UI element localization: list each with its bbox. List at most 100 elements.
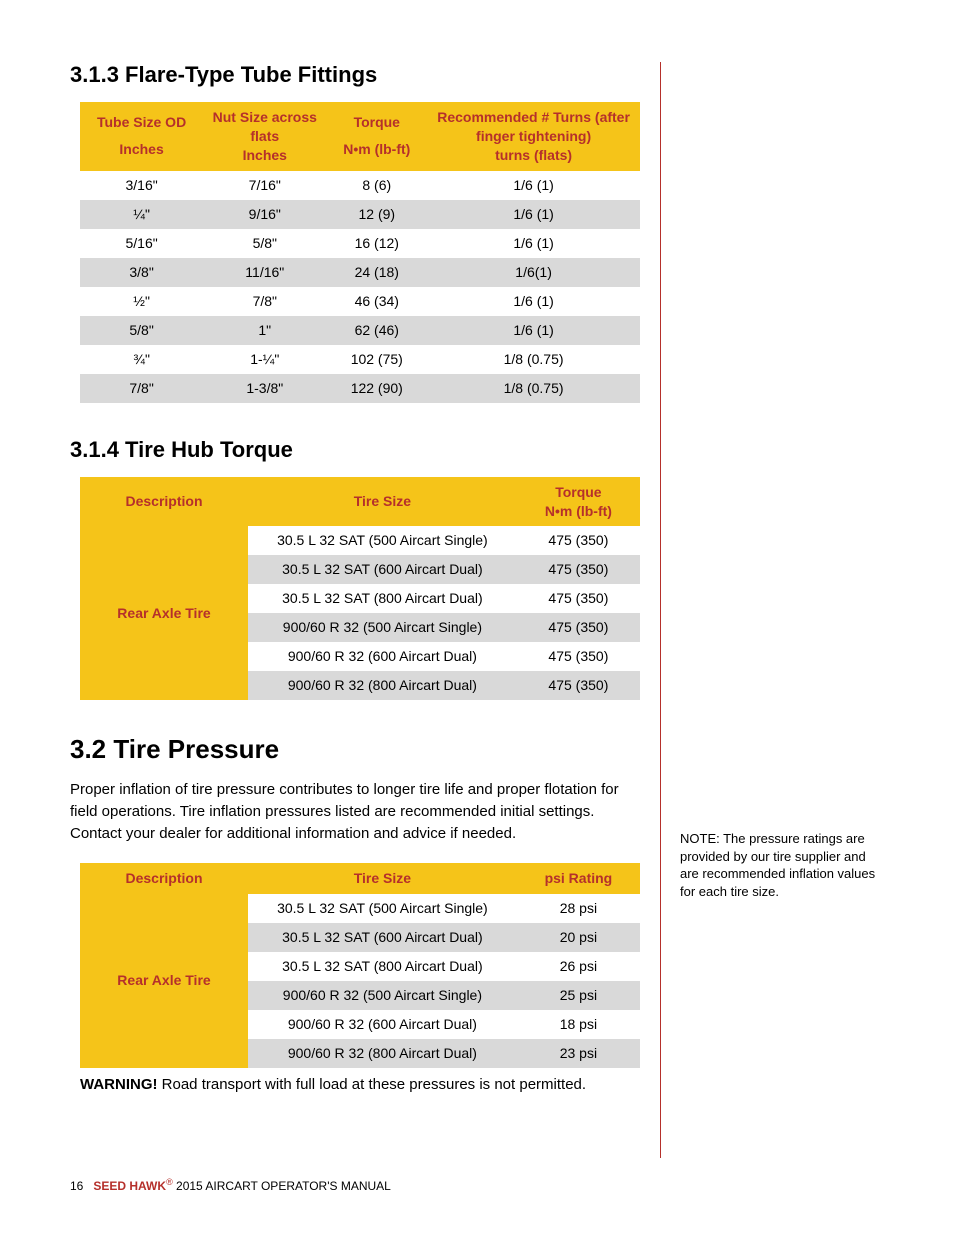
table-cell: 102 (75) — [326, 345, 427, 374]
heading-313: 3.1.3 Flare-Type Tube Fittings — [70, 62, 660, 88]
section-tire-pressure: 3.2 Tire Pressure Proper inflation of ti… — [70, 734, 660, 1094]
col-nut-size: Nut Size across flats Inches — [203, 102, 326, 171]
col-psi: psi Rating — [517, 863, 640, 894]
warning-text: WARNING! Road transport with full load a… — [80, 1074, 640, 1095]
row-header: Rear Axle Tire — [80, 894, 248, 1068]
table-cell: 1/8 (0.75) — [427, 345, 640, 374]
table-cell: 26 psi — [517, 952, 640, 981]
heading-32: 3.2 Tire Pressure — [70, 734, 660, 765]
table-cell: 5/16" — [80, 229, 203, 258]
heading-314: 3.1.4 Tire Hub Torque — [70, 437, 660, 463]
table-cell: 11/16" — [203, 258, 326, 287]
table-cell: 30.5 L 32 SAT (600 Aircart Dual) — [248, 923, 517, 952]
section-flare-type: 3.1.3 Flare-Type Tube Fittings Tube Size… — [70, 62, 660, 403]
table-cell: 30.5 L 32 SAT (800 Aircart Dual) — [248, 952, 517, 981]
table-cell: 900/60 R 32 (600 Aircart Dual) — [248, 642, 517, 671]
col-tire-size: Tire Size — [248, 863, 517, 894]
table-cell: 30.5 L 32 SAT (500 Aircart Single) — [248, 526, 517, 555]
table-row: 3/8"11/16"24 (18)1/6(1) — [80, 258, 640, 287]
col-tube-size: Tube Size OD Inches — [80, 102, 203, 171]
table-cell: ½" — [80, 287, 203, 316]
table-cell: 25 psi — [517, 981, 640, 1010]
table-tire-pressure: Description Tire Size psi Rating Rear Ax… — [80, 863, 640, 1068]
table-cell: ¾" — [80, 345, 203, 374]
table-row: 5/8"1"62 (46)1/6 (1) — [80, 316, 640, 345]
reg-mark: ® — [166, 1177, 173, 1187]
table-cell: ¼" — [80, 200, 203, 229]
table-cell: 900/60 R 32 (500 Aircart Single) — [248, 981, 517, 1010]
row-header: Rear Axle Tire — [80, 526, 248, 700]
table-cell: 122 (90) — [326, 374, 427, 403]
warning-body: Road transport with full load at these p… — [158, 1076, 587, 1093]
table-cell: 20 psi — [517, 923, 640, 952]
table-cell: 475 (350) — [517, 613, 640, 642]
side-note: NOTE: The pressure ratings are provided … — [680, 830, 880, 900]
col-description: Description — [80, 863, 248, 894]
table-cell: 475 (350) — [517, 671, 640, 700]
table-row: 5/16"5/8"16 (12)1/6 (1) — [80, 229, 640, 258]
page: 3.1.3 Flare-Type Tube Fittings Tube Size… — [0, 0, 954, 1235]
warning-label: WARNING! — [80, 1076, 158, 1093]
table-cell: 475 (350) — [517, 526, 640, 555]
table-cell: 8 (6) — [326, 171, 427, 200]
table-cell: 7/16" — [203, 171, 326, 200]
table-cell: 1/6 (1) — [427, 287, 640, 316]
main-column: 3.1.3 Flare-Type Tube Fittings Tube Size… — [70, 62, 660, 1095]
manual-title: 2015 AIRCART OPERATOR'S MANUAL — [173, 1179, 391, 1193]
col-turns: Recommended # Turns (after finger tighte… — [427, 102, 640, 171]
col-description: Description — [80, 477, 248, 527]
table-cell: 475 (350) — [517, 584, 640, 613]
brand: SEED HAWK — [93, 1179, 166, 1193]
table-cell: 30.5 L 32 SAT (600 Aircart Dual) — [248, 555, 517, 584]
table-row: ½"7/8"46 (34)1/6 (1) — [80, 287, 640, 316]
table-cell: 1/8 (0.75) — [427, 374, 640, 403]
table-row: 7/8"1-3/8"122 (90)1/8 (0.75) — [80, 374, 640, 403]
table-head: Tube Size OD Inches Nut Size across flat… — [80, 102, 640, 171]
vertical-divider — [660, 62, 661, 1158]
table-row: ¼"9/16"12 (9)1/6 (1) — [80, 200, 640, 229]
table-cell: 1/6 (1) — [427, 171, 640, 200]
table-row: ¾"1-¼"102 (75)1/8 (0.75) — [80, 345, 640, 374]
table-cell: 900/60 R 32 (500 Aircart Single) — [248, 613, 517, 642]
table-head: Description Tire Size Torque N•m (lb-ft) — [80, 477, 640, 527]
table-cell: 3/8" — [80, 258, 203, 287]
table-cell: 9/16" — [203, 200, 326, 229]
table-cell: 12 (9) — [326, 200, 427, 229]
col-tire-size: Tire Size — [248, 477, 517, 527]
table-cell: 30.5 L 32 SAT (800 Aircart Dual) — [248, 584, 517, 613]
table-cell: 24 (18) — [326, 258, 427, 287]
table-flare-type: Tube Size OD Inches Nut Size across flat… — [80, 102, 640, 403]
table-cell: 900/60 R 32 (800 Aircart Dual) — [248, 1039, 517, 1068]
table-body: Rear Axle Tire30.5 L 32 SAT (500 Aircart… — [80, 526, 640, 700]
table-cell: 900/60 R 32 (800 Aircart Dual) — [248, 671, 517, 700]
table-cell: 18 psi — [517, 1010, 640, 1039]
table-cell: 1-3/8" — [203, 374, 326, 403]
col-torque: Torque N•m (lb-ft) — [517, 477, 640, 527]
table-cell: 30.5 L 32 SAT (500 Aircart Single) — [248, 894, 517, 923]
table-body: 3/16"7/16"8 (6)1/6 (1)¼"9/16"12 (9)1/6 (… — [80, 171, 640, 403]
table-row: Rear Axle Tire30.5 L 32 SAT (500 Aircart… — [80, 526, 640, 555]
col-torque: Torque N•m (lb-ft) — [326, 102, 427, 171]
table-cell: 1/6 (1) — [427, 229, 640, 258]
table-row: Rear Axle Tire30.5 L 32 SAT (500 Aircart… — [80, 894, 640, 923]
footer: 16 SEED HAWK® 2015 AIRCART OPERATOR'S MA… — [70, 1177, 391, 1193]
page-number: 16 — [70, 1179, 83, 1193]
table-cell: 23 psi — [517, 1039, 640, 1068]
table-cell: 28 psi — [517, 894, 640, 923]
table-cell: 1/6 (1) — [427, 316, 640, 345]
section-tire-hub-torque: 3.1.4 Tire Hub Torque Description Tire S… — [70, 437, 660, 701]
body-text-32: Proper inflation of tire pressure contri… — [70, 779, 630, 844]
table-cell: 1-¼" — [203, 345, 326, 374]
table-tire-hub: Description Tire Size Torque N•m (lb-ft)… — [80, 477, 640, 701]
table-cell: 46 (34) — [326, 287, 427, 316]
table-row: 3/16"7/16"8 (6)1/6 (1) — [80, 171, 640, 200]
table-cell: 475 (350) — [517, 642, 640, 671]
table-cell: 1" — [203, 316, 326, 345]
table-head: Description Tire Size psi Rating — [80, 863, 640, 894]
table-body: Rear Axle Tire30.5 L 32 SAT (500 Aircart… — [80, 894, 640, 1068]
table-cell: 3/16" — [80, 171, 203, 200]
table-cell: 1/6 (1) — [427, 200, 640, 229]
table-cell: 5/8" — [203, 229, 326, 258]
table-cell: 62 (46) — [326, 316, 427, 345]
table-cell: 5/8" — [80, 316, 203, 345]
